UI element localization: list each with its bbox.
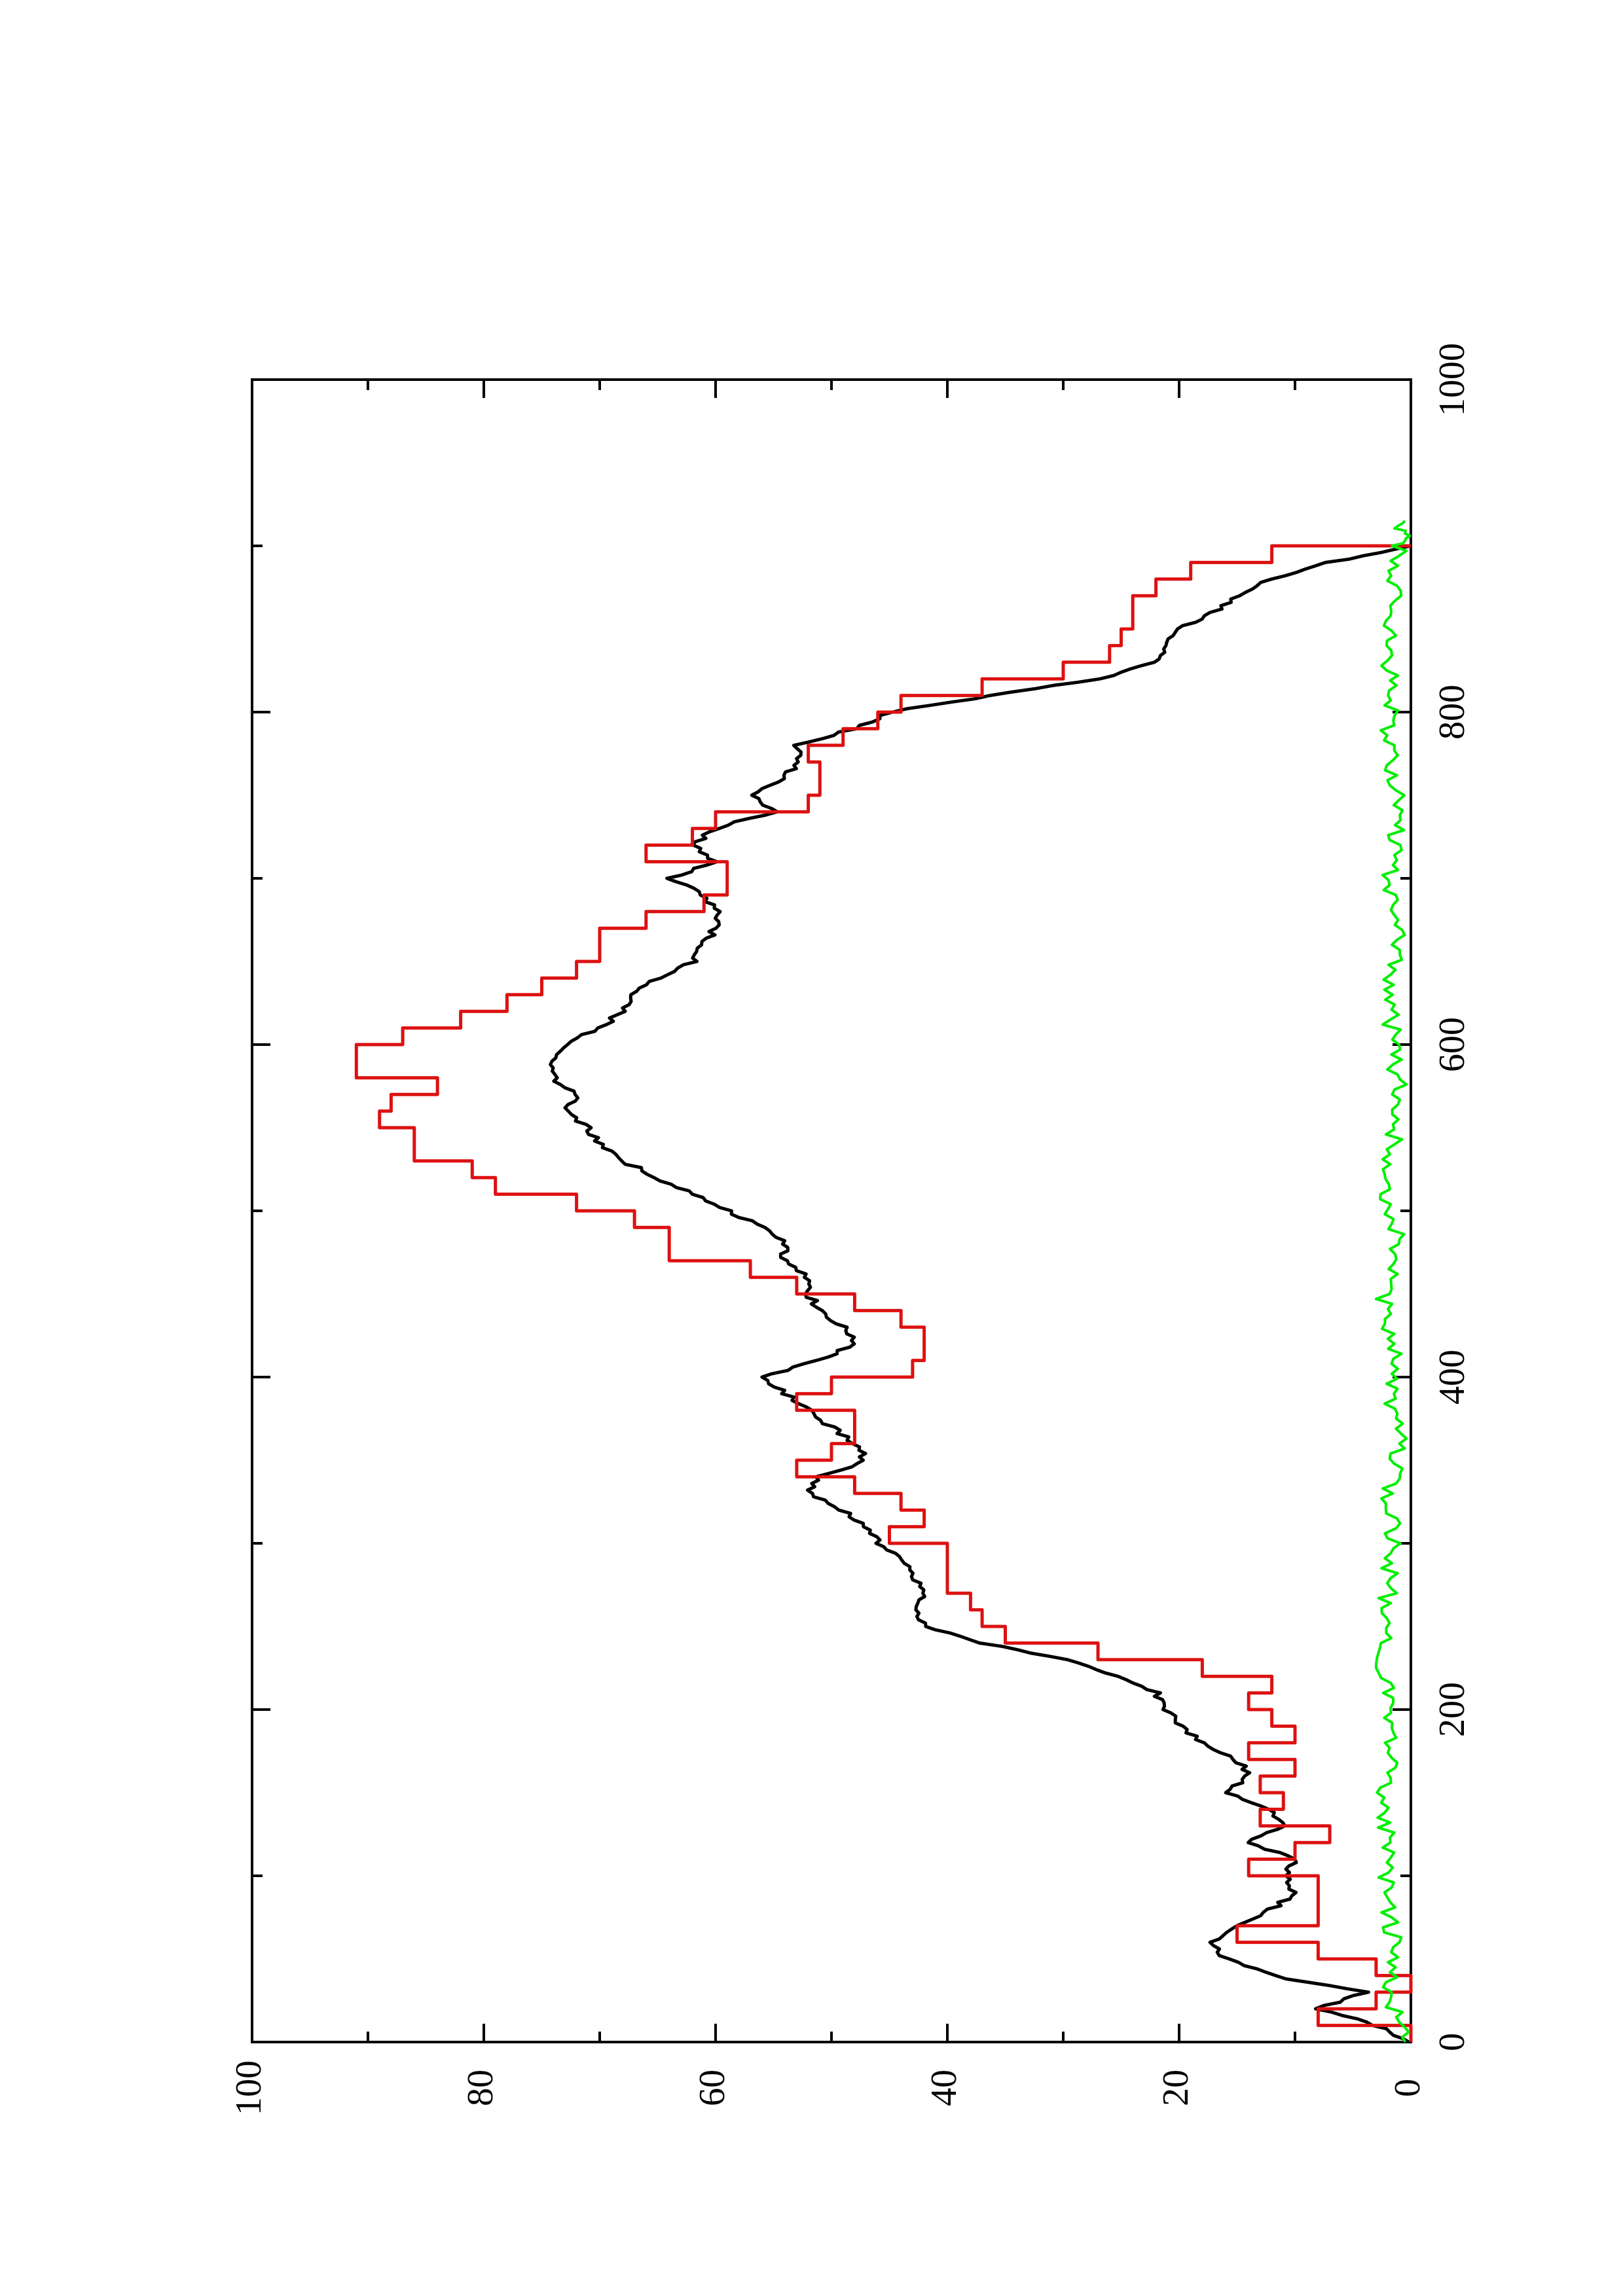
y-tick-label: 0 (1387, 2079, 1428, 2097)
x-tick-label: 200 (1432, 1682, 1472, 1737)
x-tick-label: 400 (1432, 1350, 1472, 1405)
y-tick-label: 40 (924, 2070, 964, 2106)
x-tick-label: 1000 (1432, 343, 1472, 416)
x-tick-label: 600 (1432, 1017, 1472, 1072)
x-tick-label: 0 (1432, 2033, 1472, 2051)
y-tick-label: 20 (1156, 2070, 1196, 2106)
x-tick-label: 800 (1432, 685, 1472, 740)
y-tick-label: 80 (460, 2070, 501, 2106)
y-tick-label: 100 (228, 2060, 269, 2115)
y-tick-label: 60 (692, 2070, 733, 2106)
